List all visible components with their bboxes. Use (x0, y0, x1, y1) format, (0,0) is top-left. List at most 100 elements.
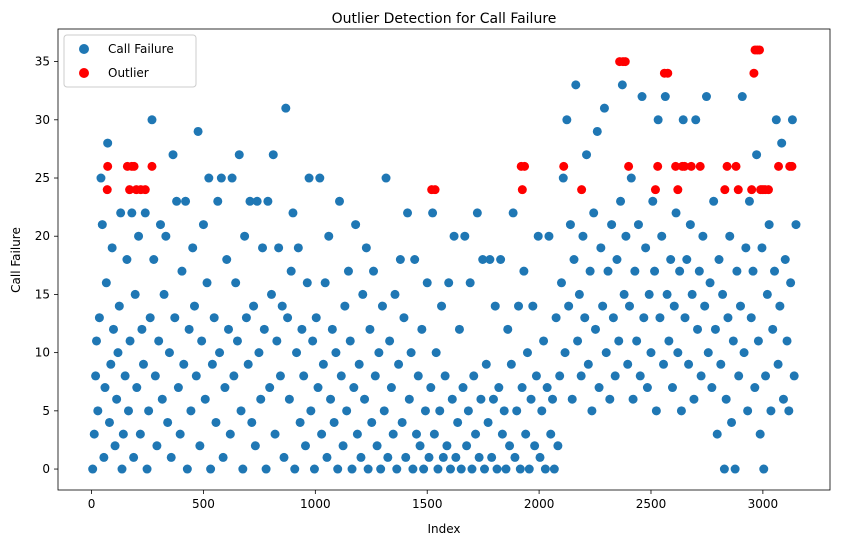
data-point (465, 278, 475, 288)
data-point (286, 266, 296, 276)
data-point (215, 348, 225, 358)
data-point (361, 243, 371, 253)
data-point (175, 429, 185, 439)
data-point (120, 371, 130, 381)
data-point (422, 278, 432, 288)
data-point (560, 348, 570, 358)
data-point (324, 231, 334, 241)
data-point (608, 313, 618, 323)
data-point (556, 278, 566, 288)
data-point (514, 301, 524, 311)
data-point (190, 301, 199, 311)
data-point (106, 359, 116, 369)
data-point (718, 289, 728, 299)
data-point (749, 68, 759, 78)
data-point (343, 266, 353, 276)
x-tick-label: 3000 (748, 497, 779, 511)
data-point (655, 313, 665, 323)
data-point (673, 348, 683, 358)
data-point (444, 278, 454, 288)
data-point (753, 336, 763, 346)
data-point (501, 464, 511, 474)
data-point (308, 336, 318, 346)
data-point (390, 289, 400, 299)
data-point (460, 231, 470, 241)
data-point (408, 464, 418, 474)
data-point (582, 150, 592, 160)
data-point (220, 383, 230, 393)
data-point (317, 429, 327, 439)
data-point (548, 394, 558, 404)
y-tick-label: 10 (35, 346, 50, 360)
data-point (268, 150, 278, 160)
data-point (302, 278, 312, 288)
data-point (356, 452, 366, 462)
data-point (132, 383, 142, 393)
data-point (193, 126, 203, 136)
data-point (682, 255, 692, 264)
data-point (157, 394, 167, 404)
data-point (664, 336, 674, 346)
data-point (129, 452, 139, 462)
data-point (379, 406, 389, 416)
data-point (782, 336, 792, 346)
y-axis: 0 5 10 15 20 25 30 35 (35, 55, 58, 476)
data-point (453, 417, 463, 427)
data-point (621, 231, 631, 241)
data-point (173, 383, 183, 393)
data-point (395, 255, 405, 264)
data-point (731, 161, 741, 171)
data-point (481, 359, 491, 369)
data-point (290, 464, 300, 474)
data-point (571, 80, 581, 90)
data-point (284, 394, 294, 404)
data-point (694, 266, 704, 276)
data-point (743, 406, 753, 416)
y-tick-label: 35 (35, 55, 50, 69)
data-point (784, 406, 794, 416)
data-point (730, 464, 740, 474)
data-point (456, 464, 466, 474)
data-point (472, 208, 482, 218)
data-point (759, 464, 769, 474)
data-point (530, 441, 540, 451)
data-point (342, 406, 352, 416)
data-point (744, 196, 754, 206)
data-point (663, 68, 673, 78)
data-point (521, 429, 531, 439)
data-point (256, 394, 266, 404)
data-point (549, 464, 559, 474)
data-point (774, 161, 784, 171)
data-point (775, 301, 785, 311)
data-point (598, 301, 608, 311)
data-point (761, 371, 771, 381)
data-point (426, 383, 436, 393)
data-point (445, 464, 455, 474)
data-point (263, 196, 273, 206)
data-point (374, 348, 384, 358)
data-point (633, 220, 643, 230)
data-point (101, 278, 111, 288)
data-point (297, 324, 307, 334)
data-point (104, 417, 114, 427)
data-point (252, 196, 262, 206)
data-point (644, 289, 654, 299)
data-point (555, 371, 565, 381)
data-point (539, 336, 549, 346)
data-point (130, 289, 140, 299)
data-point (737, 92, 747, 102)
data-point (225, 429, 235, 439)
y-tick-label: 15 (35, 287, 50, 301)
data-point (778, 394, 788, 404)
plot-frame (57, 28, 831, 491)
data-point (483, 417, 493, 427)
chart-title: Outlier Detection for Call Failure (332, 11, 557, 27)
data-point (168, 150, 178, 160)
data-point (680, 313, 690, 323)
data-point (349, 383, 359, 393)
data-point (585, 266, 595, 276)
data-point (240, 231, 250, 241)
data-point (492, 464, 502, 474)
data-point (787, 115, 797, 125)
